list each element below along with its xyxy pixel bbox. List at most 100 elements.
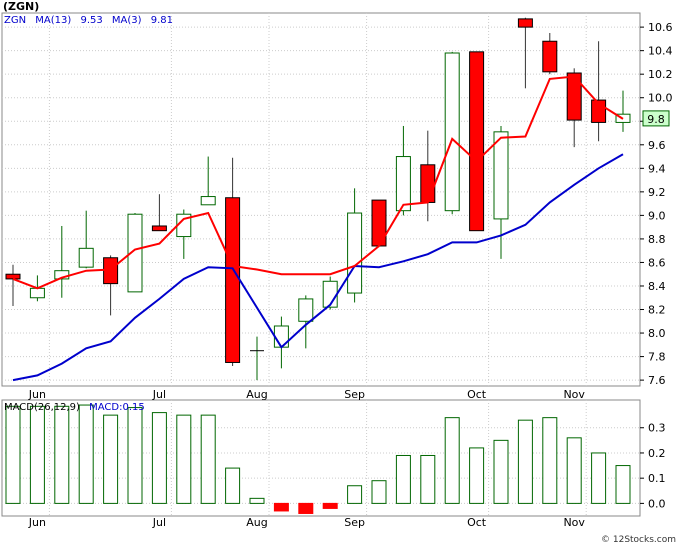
candle <box>444 51 460 215</box>
macd-bar <box>298 502 314 514</box>
price-tick-label: 8.2 <box>648 304 666 317</box>
last-price-tag-box <box>642 110 670 127</box>
candle <box>566 68 582 148</box>
macd-bar <box>151 412 167 504</box>
price-tick-label: 10.2 <box>648 68 673 81</box>
legend-symbol: ZGN <box>4 15 27 26</box>
price-tick-label: 7.8 <box>648 351 666 364</box>
price-tick-label: 9.2 <box>648 186 666 199</box>
candle <box>250 336 264 381</box>
candle-body <box>444 52 460 212</box>
candle-body <box>347 212 363 294</box>
candle-body <box>298 298 314 322</box>
price-month-label: Oct <box>467 388 487 401</box>
macd-bar <box>591 452 607 504</box>
price-tick-label: 10.4 <box>648 45 673 58</box>
candle-body <box>29 287 45 299</box>
candle-body <box>517 18 533 28</box>
price-month-label: Sep <box>344 388 365 401</box>
candle-body <box>566 72 582 121</box>
candle <box>469 51 485 232</box>
macd-legend: MACD(26,12,9) MACD:0.15 <box>4 402 145 413</box>
candle-body <box>395 156 411 212</box>
legend-ma13-value: 9.53 <box>80 15 103 26</box>
macd-bar <box>469 447 485 504</box>
macd-tick-label: 0.0 <box>648 497 666 510</box>
price-month-label: Jun <box>28 388 46 401</box>
macd-bar <box>395 454 411 504</box>
macd-month-label: Jul <box>152 516 166 529</box>
macd-bar <box>420 454 436 504</box>
macd-bar <box>249 497 265 504</box>
macd-bar <box>542 417 558 504</box>
price-tick-label: 9.6 <box>648 139 666 152</box>
candle <box>493 125 509 259</box>
macd-bar <box>78 404 94 504</box>
macd-bar <box>322 502 338 509</box>
symbol-title: (ZGN) <box>3 0 40 13</box>
candle-body <box>493 131 509 220</box>
macd-month-label: Aug <box>246 516 267 529</box>
macd-bar <box>5 405 21 504</box>
legend-macd-label: MACD(26,12,9) <box>4 402 80 413</box>
legend-macd-value: 0.15 <box>122 402 145 413</box>
candle-body <box>225 197 241 363</box>
macd-bar <box>371 480 387 504</box>
macd-month-label: Nov <box>563 516 585 529</box>
price-month-label: Nov <box>563 388 585 401</box>
price-tick-label: 9.0 <box>648 209 666 222</box>
candle <box>78 210 94 269</box>
macd-month-label: Oct <box>467 516 487 529</box>
macd-month-label: Jun <box>28 516 46 529</box>
macd-bar <box>566 437 582 504</box>
candle <box>151 194 167 232</box>
legend-ma3-value: 9.81 <box>150 15 174 26</box>
price-tick-label: 8.6 <box>648 256 666 269</box>
candle <box>542 33 558 75</box>
macd-month-label: Sep <box>344 516 365 529</box>
macd-tick-label: 0.2 <box>648 447 666 460</box>
macd-bar <box>517 419 533 504</box>
macd-bar <box>615 465 631 504</box>
macd-bar <box>493 439 509 504</box>
macd-bar <box>200 414 216 504</box>
candle <box>395 125 411 216</box>
price-tick-label: 9.4 <box>648 162 666 175</box>
price-tick-label: 7.6 <box>648 374 666 387</box>
candle <box>298 295 314 349</box>
macd-bar <box>127 407 143 504</box>
candle-body <box>469 51 485 232</box>
price-month-label: Jul <box>152 388 166 401</box>
legend-ma3-label: MA(3) <box>111 15 142 26</box>
last-price-tag: 9.8 <box>647 113 665 126</box>
price-month-label: Aug <box>246 388 267 401</box>
candle <box>517 17 533 89</box>
macd-bar <box>103 414 119 504</box>
candle-body <box>151 225 167 232</box>
candle-body <box>5 273 21 280</box>
candle-body <box>127 213 143 293</box>
macd-bar <box>29 405 45 504</box>
candle <box>225 157 241 366</box>
candle <box>200 156 216 206</box>
ma3-line <box>12 75 624 290</box>
macd-bar <box>347 485 363 504</box>
macd-bar <box>444 417 460 504</box>
price-tick-label: 10.6 <box>648 21 673 34</box>
price-tick-label: 8.8 <box>648 233 666 246</box>
price-legend: ZGN MA(13) 9.53 MA(3) 9.81 <box>4 15 173 26</box>
candle <box>127 213 143 293</box>
macd-tick-label: 0.1 <box>648 472 666 485</box>
price-panel-frame <box>1 12 641 387</box>
macd-bar <box>54 405 70 504</box>
candle-body <box>420 164 436 203</box>
candle-body <box>200 196 216 206</box>
candle-body <box>542 40 558 73</box>
price-tick-label: 8.0 <box>648 327 666 340</box>
macd-bar <box>225 467 241 504</box>
macd-tick-label: 0.3 <box>648 422 666 435</box>
legend-macd-name: MACD: <box>89 402 123 413</box>
macd-bar <box>273 502 289 512</box>
